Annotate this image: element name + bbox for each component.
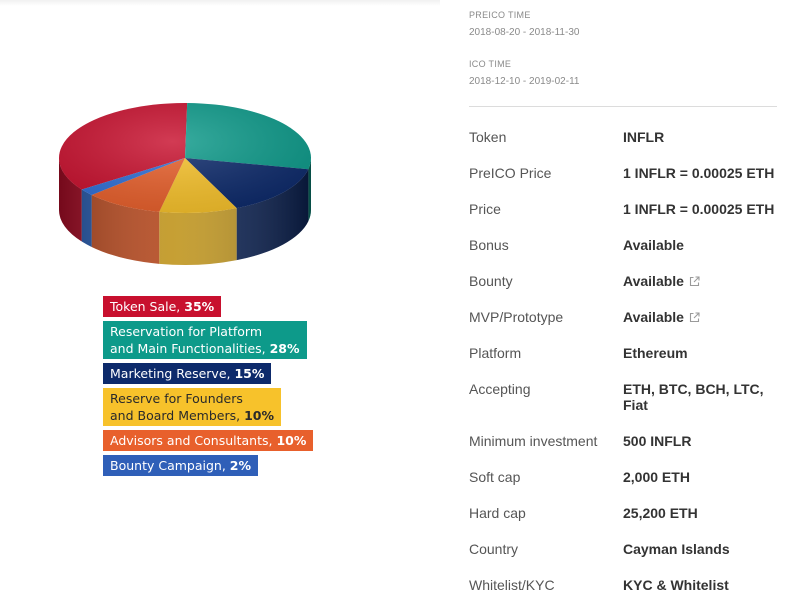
detail-value-text: 1 INFLR = 0.00025 ETH: [623, 165, 775, 181]
legend-label: Bounty Campaign, 2%: [110, 458, 252, 473]
legend-label: Advisors and Consultants, 10%: [110, 433, 307, 448]
legend-item-4: Advisors and Consultants, 10%: [103, 430, 314, 451]
legend-percent: 35%: [184, 299, 215, 314]
preico-time-value: 2018-08-20 - 2018-11-30: [469, 27, 580, 38]
detail-value-text: 500 INFLR: [623, 433, 692, 449]
chart-legend: Token Sale, 35% Reservation for Platform a…: [103, 296, 314, 480]
detail-value-text[interactable]: Available: [623, 273, 684, 289]
detail-value-text: INFLR: [623, 129, 665, 145]
external-link-icon[interactable]: [689, 274, 700, 290]
legend-percent: 2%: [229, 458, 252, 473]
legend-label: Marketing Reserve, 15%: [110, 366, 265, 381]
legend-item-1: Reservation for Platform and Main Functio…: [103, 321, 307, 359]
legend-percent: 10%: [244, 408, 274, 423]
detail-key: Bonus: [469, 237, 509, 253]
legend-item-0: Token Sale, 35%: [103, 296, 222, 317]
detail-key: Country: [469, 541, 519, 557]
detail-value-text: 2,000 ETH: [623, 469, 690, 485]
detail-key: Price: [469, 201, 501, 217]
detail-value: ETH, BTC, BCH, LTC, Fiat: [623, 381, 779, 413]
detail-key: MVP/Prototype: [469, 309, 564, 325]
divider: [469, 106, 777, 107]
legend-label: and Main Functionalities, 28%: [110, 341, 300, 356]
detail-value: INFLR: [623, 129, 779, 145]
detail-value-text: Cayman Islands: [623, 541, 730, 557]
detail-value-text: 25,200 ETH: [623, 505, 698, 521]
detail-value: 2,000 ETH: [623, 469, 779, 485]
detail-value-text: KYC & Whitelist: [623, 577, 729, 593]
detail-value-text[interactable]: Available: [623, 309, 684, 325]
legend-item-3: Reserve for Founders and Board Members, 1…: [103, 388, 281, 426]
detail-value: 500 INFLR: [623, 433, 779, 449]
detail-value[interactable]: Available: [623, 309, 779, 326]
legend-label: Token Sale, 35%: [110, 299, 215, 314]
legend-percent: 15%: [234, 366, 265, 381]
detail-value: KYC & Whitelist: [623, 577, 779, 593]
top-shadow: [0, 0, 440, 6]
detail-value[interactable]: Available: [623, 273, 779, 290]
detail-key: PreICO Price: [469, 165, 552, 181]
preico-time-label: PREICO TIME: [469, 10, 531, 20]
detail-value-text: ETH, BTC, BCH, LTC, Fiat: [623, 381, 764, 413]
pie-side-shading: [59, 158, 311, 265]
detail-key: Minimum investment: [469, 433, 598, 449]
detail-key: Soft cap: [469, 469, 521, 485]
detail-key: Platform: [469, 345, 522, 361]
legend-percent: 28%: [269, 341, 300, 356]
legend-label: Reserve for Founders: [110, 391, 243, 406]
detail-key: Hard cap: [469, 505, 526, 521]
detail-value-text: Ethereum: [623, 345, 688, 361]
detail-key: Accepting: [469, 381, 531, 397]
legend-percent: 10%: [276, 433, 307, 448]
detail-key: Whitelist/KYC: [469, 577, 555, 593]
legend-item-2: Marketing Reserve, 15%: [103, 363, 272, 384]
legend-label: Reservation for Platform: [110, 324, 263, 339]
ico-time-label: ICO TIME: [469, 59, 512, 69]
token-distribution-panel: Token Sale, 35% Reservation for Platform a…: [0, 0, 440, 480]
detail-key: Token: [469, 129, 507, 145]
legend-label: and Board Members, 10%: [110, 408, 274, 423]
detail-value: Cayman Islands: [623, 541, 779, 557]
detail-value: Ethereum: [623, 345, 779, 361]
pie-top-shading: [59, 103, 311, 213]
token-distribution-pie-chart: [59, 103, 311, 265]
detail-value: 1 INFLR = 0.00025 ETH: [623, 165, 779, 181]
detail-value: 1 INFLR = 0.00025 ETH: [623, 201, 779, 217]
ico-time-value: 2018-12-10 - 2019-02-11: [469, 76, 580, 87]
external-link-icon[interactable]: [689, 310, 700, 326]
legend-item-5: Bounty Campaign, 2%: [103, 455, 259, 476]
detail-value-text: Available: [623, 237, 684, 253]
detail-value-text: 1 INFLR = 0.00025 ETH: [623, 201, 775, 217]
detail-value: Available: [623, 237, 779, 253]
detail-value: 25,200 ETH: [623, 505, 779, 521]
detail-key: Bounty: [469, 273, 513, 289]
